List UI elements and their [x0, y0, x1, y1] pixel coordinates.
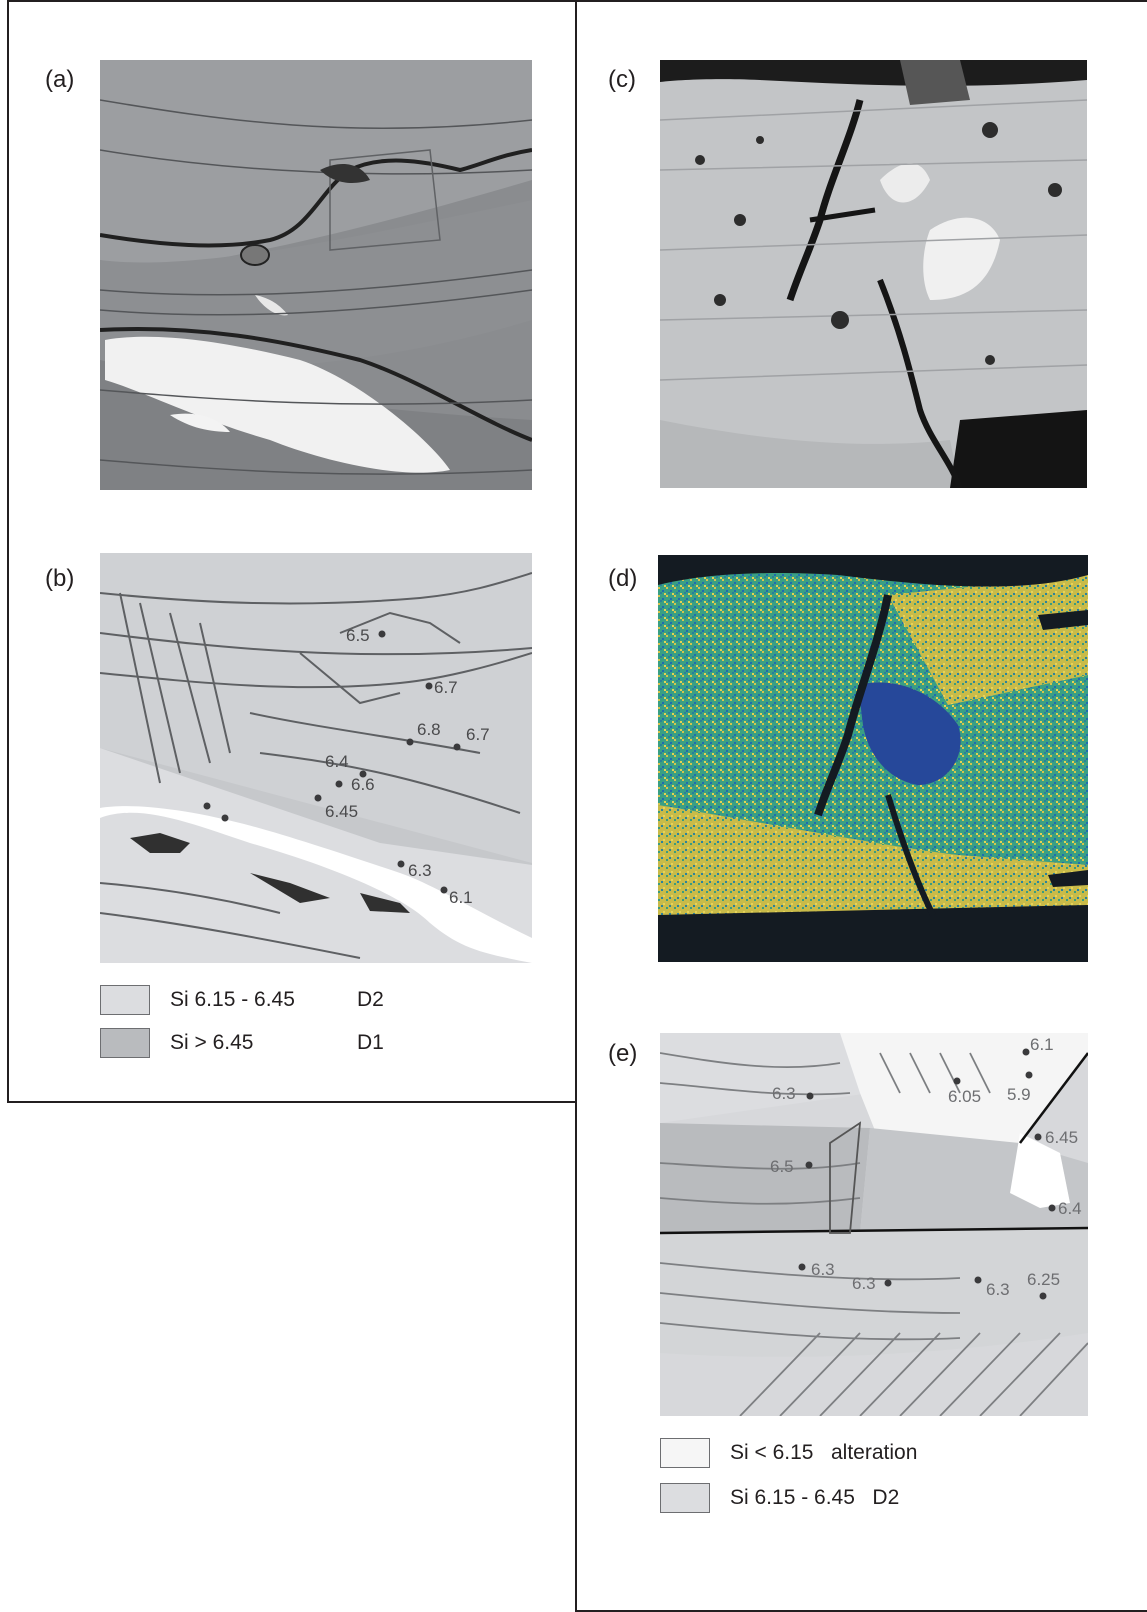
- legend-right-d2-swatch: [660, 1483, 710, 1513]
- e-point-8-label: 6.3: [811, 1260, 835, 1279]
- e-point-2-marker: [953, 1077, 961, 1085]
- b-point-1-marker: [378, 630, 386, 638]
- panel-e-drawing: 6.1 6.05 5.9 6.3 6.45 6.5 6.4 6.3 6.3 6.…: [660, 1033, 1088, 1416]
- b-point-2-label: 6.7: [434, 678, 458, 697]
- e-point-1-label: 6.1: [1030, 1035, 1054, 1054]
- e-point-5-marker: [1034, 1133, 1042, 1141]
- b-point-6-label: 6.6: [351, 775, 375, 794]
- panel-b-label: (b): [45, 565, 75, 592]
- e-point-6-marker: [805, 1161, 813, 1169]
- legend-right-d2: Si 6.15 - 6.45 D2: [660, 1482, 899, 1514]
- b-extra-marker-1: [203, 802, 211, 810]
- b-point-3-marker: [406, 738, 414, 746]
- e-point-6-label: 6.5: [770, 1157, 794, 1176]
- legend-right-d2-text: Si 6.15 - 6.45 D2: [730, 1486, 900, 1509]
- panel-d-element-map: [658, 555, 1088, 962]
- panel-c-micrograph: [660, 60, 1087, 488]
- e-point-3-label: 5.9: [1007, 1085, 1031, 1104]
- b-point-6-marker: [335, 780, 343, 788]
- b-point-9-label: 6.1: [449, 888, 473, 907]
- e-point-9-marker: [884, 1279, 892, 1287]
- e-point-11-label: 6.25: [1027, 1270, 1060, 1289]
- panel-c-label: (c): [608, 66, 636, 93]
- b-point-4-marker: [453, 743, 461, 751]
- e-point-7-marker: [1048, 1204, 1056, 1212]
- panel-d-label: (d): [608, 565, 638, 592]
- b-point-9-marker: [440, 886, 448, 894]
- legend-left-d2: Si 6.15 - 6.45: [100, 984, 295, 1016]
- panel-b-drawing: 6.5 6.7 6.8 6.7 6.4 6.6 6.45 6.3 6.1: [100, 553, 532, 963]
- e-point-4-marker: [806, 1092, 814, 1100]
- e-point-8-marker: [798, 1263, 806, 1271]
- legend-left-d2-tag: D2: [357, 988, 384, 1011]
- b-point-5-marker: [359, 770, 367, 778]
- b-point-7-marker: [314, 794, 322, 802]
- panel-e-label: (e): [608, 1040, 638, 1067]
- e-point-11-marker: [1039, 1292, 1047, 1300]
- legend-left-d1-text: Si > 6.45: [170, 1031, 254, 1054]
- panel-a-micrograph: [100, 60, 532, 490]
- legend-left-d1: Si > 6.45: [100, 1027, 253, 1059]
- e-point-2-label: 6.05: [948, 1087, 981, 1106]
- legend-right-alteration: Si < 6.15 alteration: [660, 1437, 917, 1469]
- b-point-1-label: 6.5: [346, 626, 370, 645]
- legend-right-alteration-swatch: [660, 1438, 710, 1468]
- legend-left-d2-swatch: [100, 985, 150, 1015]
- b-point-7-label: 6.45: [325, 802, 358, 821]
- e-point-3-marker: [1025, 1071, 1033, 1079]
- b-point-3-label: 6.8: [417, 720, 441, 739]
- b-point-5-label: 6.4: [325, 752, 349, 771]
- e-point-4-label: 6.3: [772, 1084, 796, 1103]
- e-point-5-label: 6.45: [1045, 1128, 1078, 1147]
- legend-left-d2-text: Si 6.15 - 6.45: [170, 988, 295, 1011]
- b-point-4-label: 6.7: [466, 725, 490, 744]
- legend-left-d1-tag: D1: [357, 1031, 384, 1054]
- e-point-10-label: 6.3: [986, 1280, 1010, 1299]
- b-point-8-marker: [397, 860, 405, 868]
- b-point-8-label: 6.3: [408, 861, 432, 880]
- legend-right-alteration-text: Si < 6.15 alteration: [730, 1441, 918, 1464]
- e-point-7-label: 6.4: [1058, 1199, 1082, 1218]
- b-point-2-marker: [425, 682, 433, 690]
- e-point-10-marker: [974, 1276, 982, 1284]
- e-point-1-marker: [1022, 1048, 1030, 1056]
- panel-a-label: (a): [45, 66, 75, 93]
- legend-left-d1-swatch: [100, 1028, 150, 1058]
- b-extra-marker-2: [221, 814, 229, 822]
- e-point-9-label: 6.3: [852, 1274, 876, 1293]
